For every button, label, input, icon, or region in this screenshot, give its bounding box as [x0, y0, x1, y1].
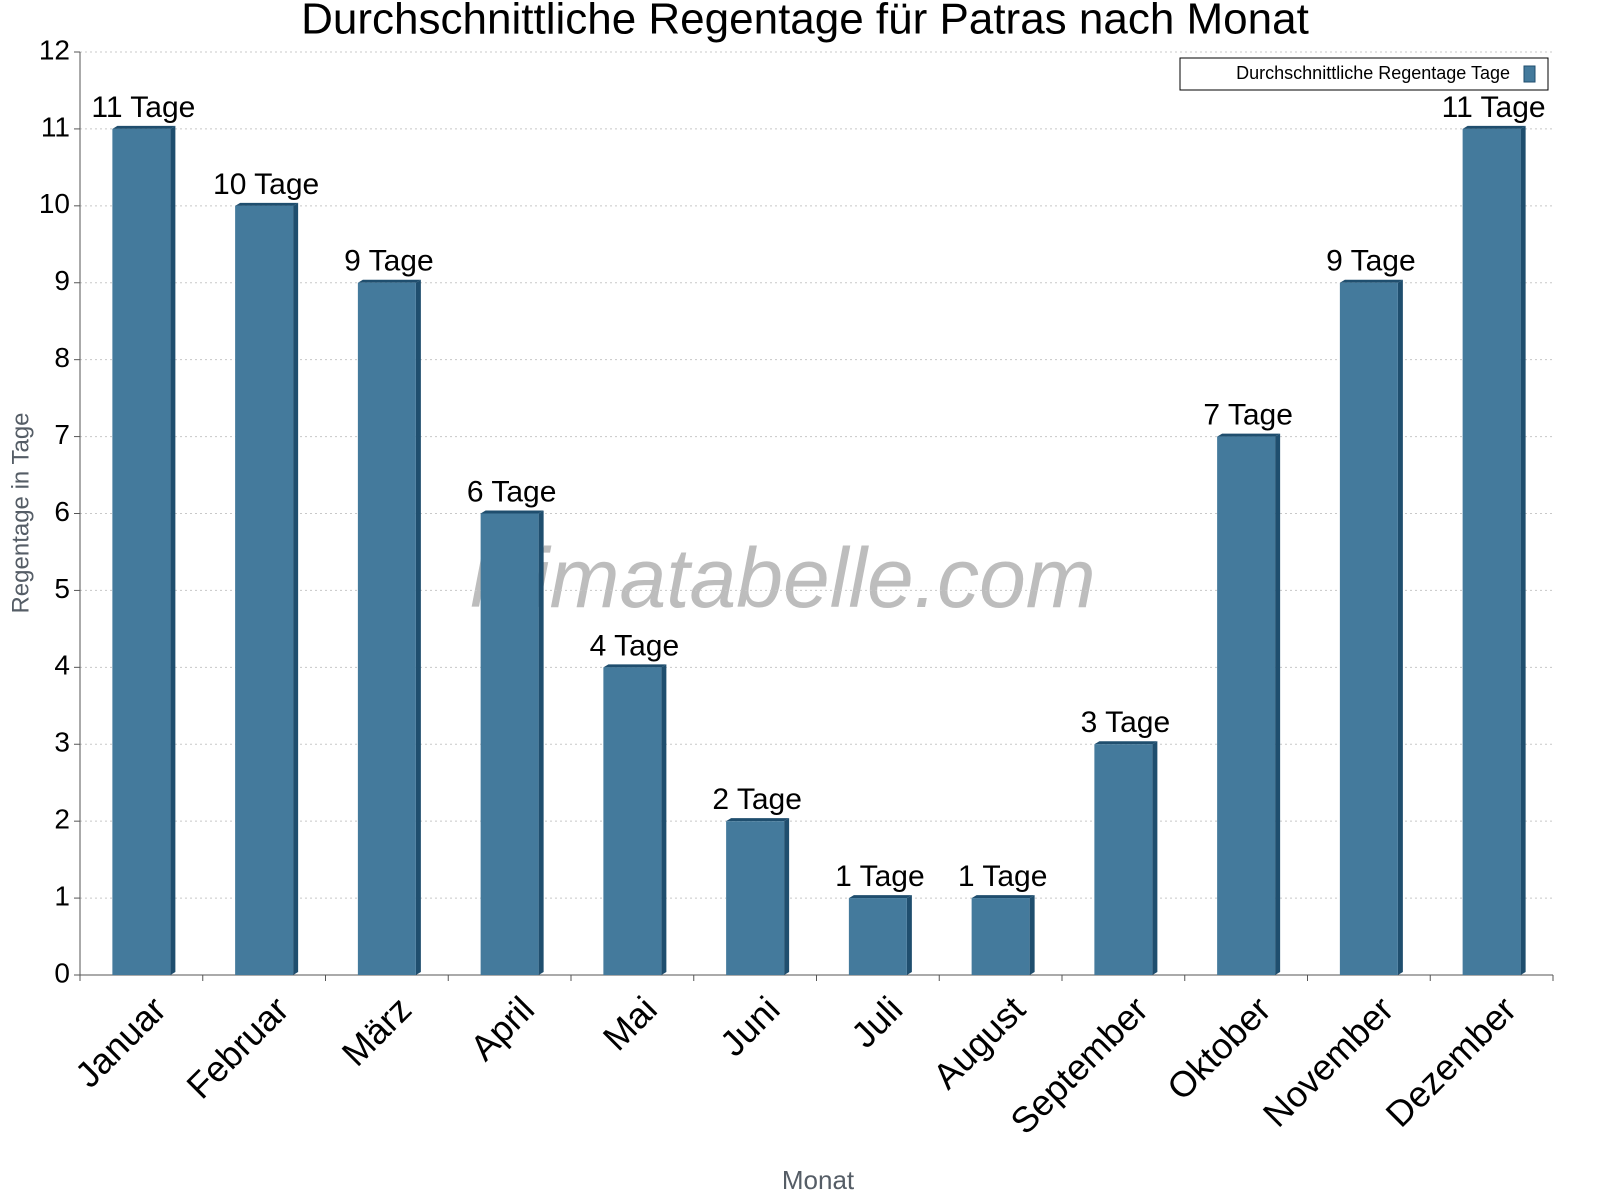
bar [1217, 436, 1276, 975]
y-tick-label: 4 [54, 650, 70, 681]
bar-side [906, 895, 912, 975]
legend-label: Durchschnittliche Regentage Tage [1236, 63, 1510, 83]
bar [235, 205, 294, 976]
y-tick-label: 1 [54, 880, 70, 911]
bar-side [293, 202, 299, 976]
bar-top [1339, 279, 1403, 283]
bar-top [1462, 125, 1526, 129]
bar-top [235, 202, 299, 206]
bar-top [1217, 433, 1281, 437]
value-label: 10 Tage [213, 168, 319, 201]
bar [1462, 128, 1521, 975]
value-label: 9 Tage [1326, 245, 1416, 278]
value-label: 1 Tage [835, 860, 925, 893]
value-label: 1 Tage [958, 860, 1048, 893]
bar [357, 282, 416, 975]
y-tick-label: 7 [54, 419, 70, 450]
legend-box [1179, 57, 1549, 91]
bar [1339, 282, 1398, 975]
y-tick-label: 9 [54, 265, 70, 296]
bar-top [848, 895, 912, 899]
bar-top [1094, 741, 1158, 745]
value-label: 6 Tage [467, 475, 557, 508]
bar-top [971, 895, 1035, 899]
x-tick-label: Juli [843, 988, 910, 1055]
x-tick-label: Juni [712, 988, 788, 1064]
bar-side [1275, 433, 1281, 975]
y-axis-title: Regentage in Tage [7, 412, 34, 613]
value-label: 4 Tage [590, 629, 680, 662]
x-tick-label: Dezember [1378, 988, 1524, 1134]
bar-side [1520, 125, 1526, 975]
x-tick-label: April [462, 988, 542, 1068]
bar-side [1029, 895, 1035, 975]
x-tick-label: Januar [67, 988, 174, 1095]
x-tick-label: November [1255, 988, 1401, 1134]
watermark: klimatabelle.com [470, 531, 1096, 625]
x-axis-title: Monat [782, 1165, 855, 1195]
bar [1094, 744, 1153, 975]
x-tick-label: August [925, 988, 1033, 1096]
y-tick-label: 11 [41, 111, 70, 142]
bar [603, 667, 662, 975]
x-tick-label: März [334, 988, 420, 1074]
bar [971, 898, 1030, 975]
y-tick-label: 6 [54, 496, 70, 527]
bar-top [112, 125, 176, 129]
value-label: 11 Tage [1442, 91, 1546, 124]
y-tick-label: 8 [54, 342, 70, 373]
y-tick-label: 5 [54, 573, 70, 604]
value-label: 2 Tage [712, 783, 802, 816]
x-tick-label: Februar [178, 988, 296, 1106]
value-label: 7 Tage [1203, 399, 1293, 432]
bar-top [603, 664, 667, 668]
bar-side [1397, 279, 1403, 975]
x-tick-label: Oktober [1159, 988, 1279, 1108]
value-label: 3 Tage [1081, 706, 1171, 739]
bar-side [415, 279, 421, 975]
bar-top [726, 818, 790, 822]
bar-side [538, 510, 544, 975]
bar-top [480, 510, 544, 514]
y-tick-label: 12 [39, 34, 70, 65]
y-tick-label: 10 [39, 188, 70, 219]
bar [112, 128, 171, 975]
bar-top [357, 279, 421, 283]
bar-side [170, 125, 176, 975]
chart-title: Durchschnittliche Regentage für Patras n… [301, 0, 1309, 44]
bar [726, 821, 785, 975]
x-tick-label: Mai [595, 988, 665, 1058]
value-label: 9 Tage [344, 245, 434, 278]
legend-swatch [1523, 65, 1536, 83]
bar [848, 898, 907, 975]
y-tick-label: 0 [54, 957, 70, 988]
y-tick-label: 2 [54, 804, 70, 835]
bar-side [784, 818, 790, 975]
bar [480, 513, 539, 975]
bar-side [1152, 741, 1158, 975]
bar-side [661, 664, 667, 975]
y-tick-label: 3 [54, 727, 70, 758]
value-label: 11 Tage [91, 91, 195, 124]
